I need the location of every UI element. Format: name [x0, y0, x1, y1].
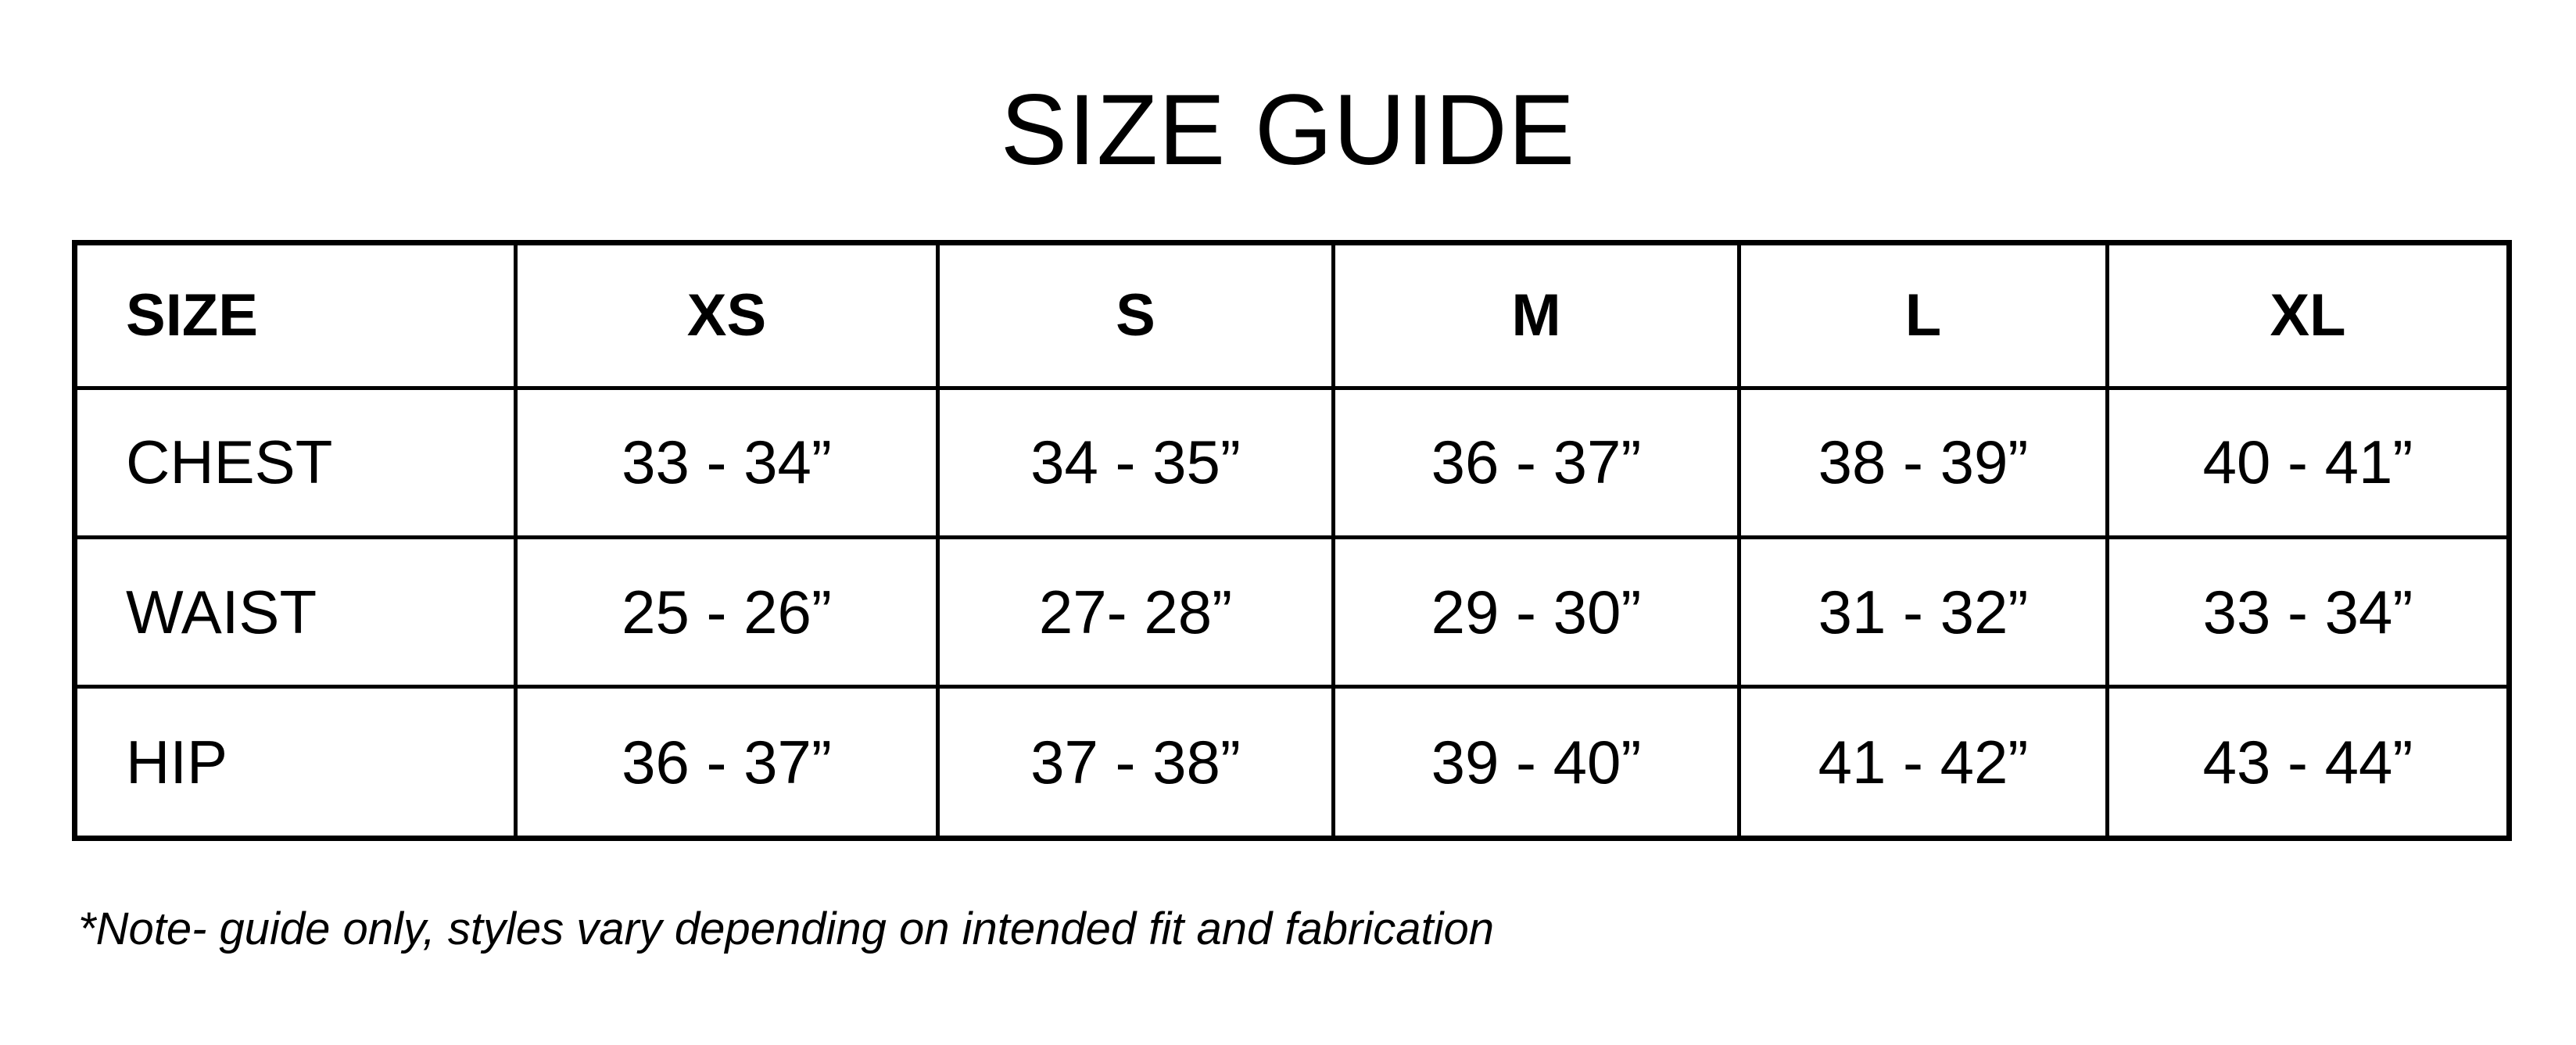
page-title: SIZE GUIDE [1000, 74, 1576, 186]
table-cell: 41 - 42” [1737, 685, 2109, 840]
table-cell: 34 - 35” [936, 385, 1335, 539]
header-cell: XS [514, 241, 940, 390]
size-table: SIZE XS S M L XL CHEST 33 - 34” 34 - 35”… [72, 240, 2512, 841]
row-label: CHEST [73, 385, 518, 539]
header-row: SIZE XS S M L XL [73, 241, 2511, 390]
table-cell: 39 - 40” [1331, 685, 1741, 840]
table-cell: 36 - 37” [1331, 385, 1741, 539]
table-row: HIP 36 - 37” 37 - 38” 39 - 40” 41 - 42” … [73, 685, 2511, 840]
table-cell: 36 - 37” [514, 685, 940, 840]
table-cell: 43 - 44” [2105, 685, 2511, 840]
footnote: *Note- guide only, styles vary depending… [78, 904, 1494, 954]
table-row: CHEST 33 - 34” 34 - 35” 36 - 37” 38 - 39… [73, 385, 2511, 539]
table-cell: 38 - 39” [1737, 385, 2109, 539]
header-cell: XL [2105, 241, 2511, 390]
table-cell: 37 - 38” [936, 685, 1335, 840]
table-cell: 31 - 32” [1737, 535, 2109, 689]
table-cell: 25 - 26” [514, 535, 940, 689]
header-cell: S [936, 241, 1335, 390]
table-row: WAIST 25 - 26” 27- 28” 29 - 30” 31 - 32”… [73, 535, 2511, 689]
header-cell: SIZE [73, 241, 518, 390]
table-cell: 40 - 41” [2105, 385, 2511, 539]
table-cell: 27- 28” [936, 535, 1335, 689]
table-cell: 33 - 34” [2105, 535, 2511, 689]
header-cell: M [1331, 241, 1741, 390]
row-label: WAIST [73, 535, 518, 689]
row-label: HIP [73, 685, 518, 840]
table-cell: 33 - 34” [514, 385, 940, 539]
table-cell: 29 - 30” [1331, 535, 1741, 689]
header-cell: L [1737, 241, 2109, 390]
